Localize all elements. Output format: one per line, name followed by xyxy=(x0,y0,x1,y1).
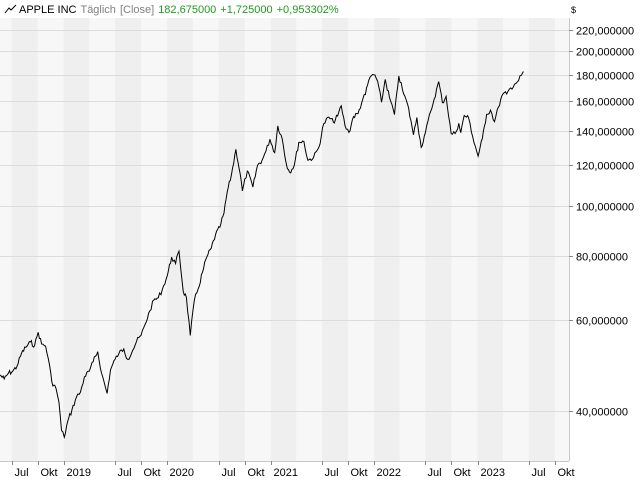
x-tick-label: Jul xyxy=(118,467,132,479)
series-layer xyxy=(0,71,524,440)
quarter-band xyxy=(270,18,297,461)
y-tick-label: 180,000000 xyxy=(576,71,634,83)
quarter-bands xyxy=(0,18,569,461)
instrument-name: APPLE INC xyxy=(19,4,77,16)
y-tick-label: 80,000000 xyxy=(576,252,628,264)
x-tick-label: 2021 xyxy=(274,467,298,479)
x-tick-label: 2023 xyxy=(481,467,505,479)
last-price: 182,675000 xyxy=(158,4,217,16)
quarter-band xyxy=(114,18,142,461)
price-change-percent: +0,953302% xyxy=(276,4,339,16)
y-tick-label: 120,000000 xyxy=(576,161,634,173)
quarter-band xyxy=(425,18,452,461)
y-tick-label: 200,000000 xyxy=(576,47,634,59)
quarter-band xyxy=(322,18,349,461)
x-axis-ticks: Jul Okt 2019 Jul Okt 2020 Jul Okt 2021 Jul Okt 2022… xyxy=(12,461,575,479)
x-tick-label: 2020 xyxy=(170,467,194,479)
y-tick-label: 60,000000 xyxy=(576,316,628,328)
x-tick-label: Jul xyxy=(222,467,236,479)
y-tick-label: 220,000000 xyxy=(576,26,634,38)
quarter-band xyxy=(11,18,38,461)
x-tick-label: Okt xyxy=(454,467,471,479)
y-tick-label: 40,000000 xyxy=(576,407,628,419)
y-tick-label: 140,000000 xyxy=(576,127,634,139)
quarter-band xyxy=(477,18,504,461)
quarter-band xyxy=(374,18,400,461)
quarter-band xyxy=(218,18,245,461)
x-tick-label: Okt xyxy=(558,467,575,479)
x-tick-label: Jul xyxy=(532,467,546,479)
line-chart-icon xyxy=(4,4,17,14)
quarter-band xyxy=(528,18,555,461)
x-tick-label: Okt xyxy=(144,467,161,479)
quarter-band xyxy=(63,18,90,461)
interval-label: Täglich xyxy=(80,4,116,16)
chart-header: APPLE INC Täglich [Close] 182,675000 +1,7250… xyxy=(4,3,343,17)
x-tick-label: 2019 xyxy=(67,467,91,479)
y-tick-label: 100,000000 xyxy=(576,202,634,214)
x-tick-label: Okt xyxy=(351,467,368,479)
x-tick-label: 2022 xyxy=(377,467,401,479)
y-axis-ticks: 40,000000 60,000000 80,000000 100,000000 120… xyxy=(569,26,634,419)
price-line xyxy=(0,71,524,440)
x-tick-label: Okt xyxy=(41,467,58,479)
x-tick-label: Jul xyxy=(428,467,442,479)
horizontal-gridlines xyxy=(0,30,569,412)
quarter-band xyxy=(167,18,193,461)
x-tick-label: Okt xyxy=(248,467,265,479)
x-tick-label: Jul xyxy=(325,467,339,479)
price-change: +1,725000 xyxy=(220,4,273,16)
x-tick-label: Jul xyxy=(15,467,29,479)
price-mode-label: [Close] xyxy=(119,4,155,16)
currency-symbol: $ xyxy=(571,5,577,15)
y-tick-label: 160,000000 xyxy=(576,97,634,109)
